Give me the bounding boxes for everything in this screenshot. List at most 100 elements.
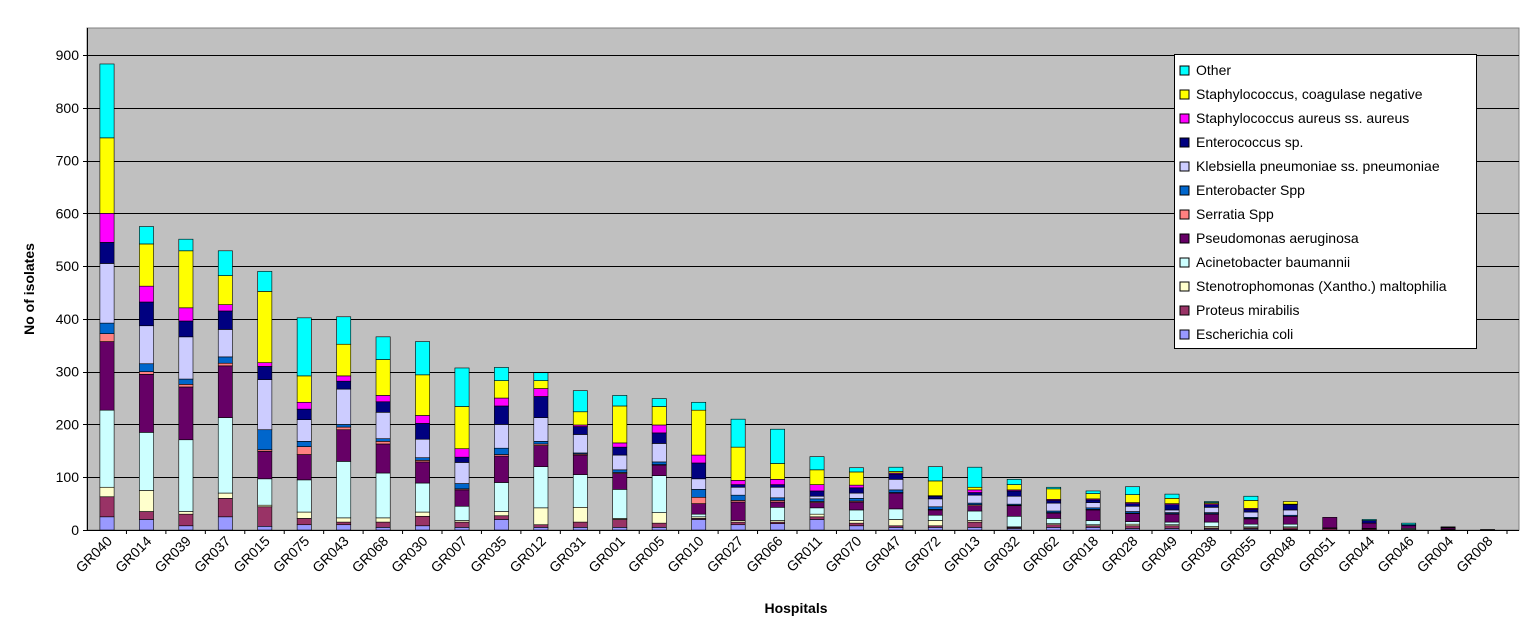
legend-swatch: [1179, 305, 1190, 316]
bar-segment: [296, 441, 312, 447]
bar-segment: [612, 454, 628, 471]
y-tick-label: 800: [56, 100, 80, 116]
bar-segment: [1164, 498, 1180, 504]
bar-segment: [336, 424, 352, 428]
bar-segment: [257, 478, 273, 506]
bar-segment: [375, 472, 391, 519]
bar-segment: [651, 398, 667, 407]
x-tick-label: GR031: [546, 533, 589, 576]
bar-segment: [178, 250, 194, 309]
bar-segment: [1243, 500, 1259, 509]
bar-stack-gr030: [415, 341, 430, 531]
bar-segment: [257, 506, 273, 527]
x-tick-label: GR027: [704, 533, 747, 576]
bar-segment: [1085, 490, 1101, 494]
bar-stack-gr010: [691, 401, 707, 531]
bar-stack-gr046: [1401, 522, 1417, 531]
bar-segment: [375, 336, 391, 360]
bar-segment: [927, 495, 943, 500]
bar-segment: [494, 519, 509, 531]
bar-segment: [849, 509, 864, 521]
bar-segment: [99, 409, 115, 488]
bar-segment: [1204, 507, 1219, 513]
bar-segment: [296, 524, 312, 531]
bar-segment: [415, 482, 430, 513]
bar-segment: [296, 401, 312, 410]
bar-segment: [967, 494, 983, 504]
bar-segment: [651, 443, 667, 463]
x-tick-label: GR047: [861, 533, 904, 576]
bar-segment: [375, 438, 391, 442]
bar-segment: [415, 511, 430, 517]
x-tick-label: GR030: [388, 533, 431, 576]
bar-segment: [612, 395, 628, 407]
bar-segment: [139, 363, 154, 372]
legend-label: Stenotrophomonas (Xantho.) maltophilia: [1196, 278, 1447, 294]
y-tick-label: 400: [56, 311, 80, 327]
bar-stack-gr075: [296, 317, 312, 531]
bar-segment: [257, 429, 273, 451]
bar-segment: [217, 417, 233, 494]
bar-segment: [1164, 493, 1180, 499]
x-tick-label: GR004: [1414, 533, 1457, 576]
bar-segment: [1164, 513, 1180, 523]
bar-segment: [1401, 525, 1417, 529]
bar-segment: [375, 401, 391, 413]
bar-segment: [1046, 500, 1062, 504]
bar-stack-gr001: [612, 395, 628, 531]
bar-stack-gr068: [375, 336, 391, 531]
bar-segment: [1006, 484, 1022, 491]
x-tick-label: GR046: [1374, 533, 1417, 576]
bar-segment: [533, 441, 549, 445]
bar-stack-gr032: [1006, 479, 1022, 531]
x-axis-title: Hospitals: [764, 600, 827, 616]
bar-segment: [454, 462, 470, 484]
bar-segment: [336, 517, 352, 523]
bar-segment: [336, 426, 352, 431]
x-tick-label: GR048: [1256, 533, 1299, 576]
legend-label: Other: [1196, 62, 1231, 78]
bar-stack-gr027: [730, 418, 746, 531]
bar-stack-gr008: [1480, 529, 1495, 531]
bar-segment: [651, 522, 667, 528]
bar-segment: [691, 454, 707, 464]
bar-segment: [178, 378, 194, 385]
bar-segment: [651, 527, 667, 531]
bar-segment: [927, 527, 943, 531]
bar-segment: [967, 510, 983, 521]
bar-stack-gr055: [1243, 495, 1259, 531]
bar-segment: [99, 322, 115, 334]
bar-segment: [1085, 520, 1101, 526]
bar-segment: [257, 366, 273, 380]
bar-segment: [967, 521, 983, 528]
bar-segment: [1322, 517, 1338, 529]
bar-stack-gr018: [1085, 490, 1101, 531]
bar-segment: [1204, 513, 1219, 523]
bar-segment: [572, 474, 588, 508]
bar-segment: [809, 490, 825, 497]
bar-segment: [494, 515, 509, 520]
bar-segment: [336, 388, 352, 425]
x-tick-label: GR072: [901, 533, 944, 576]
bar-segment: [809, 513, 825, 518]
bar-segment: [572, 411, 588, 426]
bar-segment: [1282, 501, 1298, 505]
bar-segment: [770, 523, 785, 531]
bar-segment: [533, 380, 549, 389]
bar-segment: [454, 483, 470, 490]
bar-segment: [1006, 479, 1022, 485]
bar-segment: [730, 484, 746, 488]
bar-segment: [139, 374, 154, 433]
x-tick-label: GR008: [1453, 533, 1496, 576]
x-tick-label: GR066: [743, 533, 786, 576]
bar-segment: [809, 507, 825, 515]
bar-segment: [296, 454, 312, 481]
bar-segment: [494, 380, 509, 399]
legend-label: Pseudomonas aeruginosa: [1196, 230, 1359, 246]
bar-segment: [1046, 486, 1062, 490]
bar-segment: [139, 490, 154, 512]
bar-stack-gr013: [967, 466, 983, 531]
bar-segment: [336, 461, 352, 519]
bar-segment: [99, 242, 115, 264]
bar-segment: [691, 519, 707, 531]
